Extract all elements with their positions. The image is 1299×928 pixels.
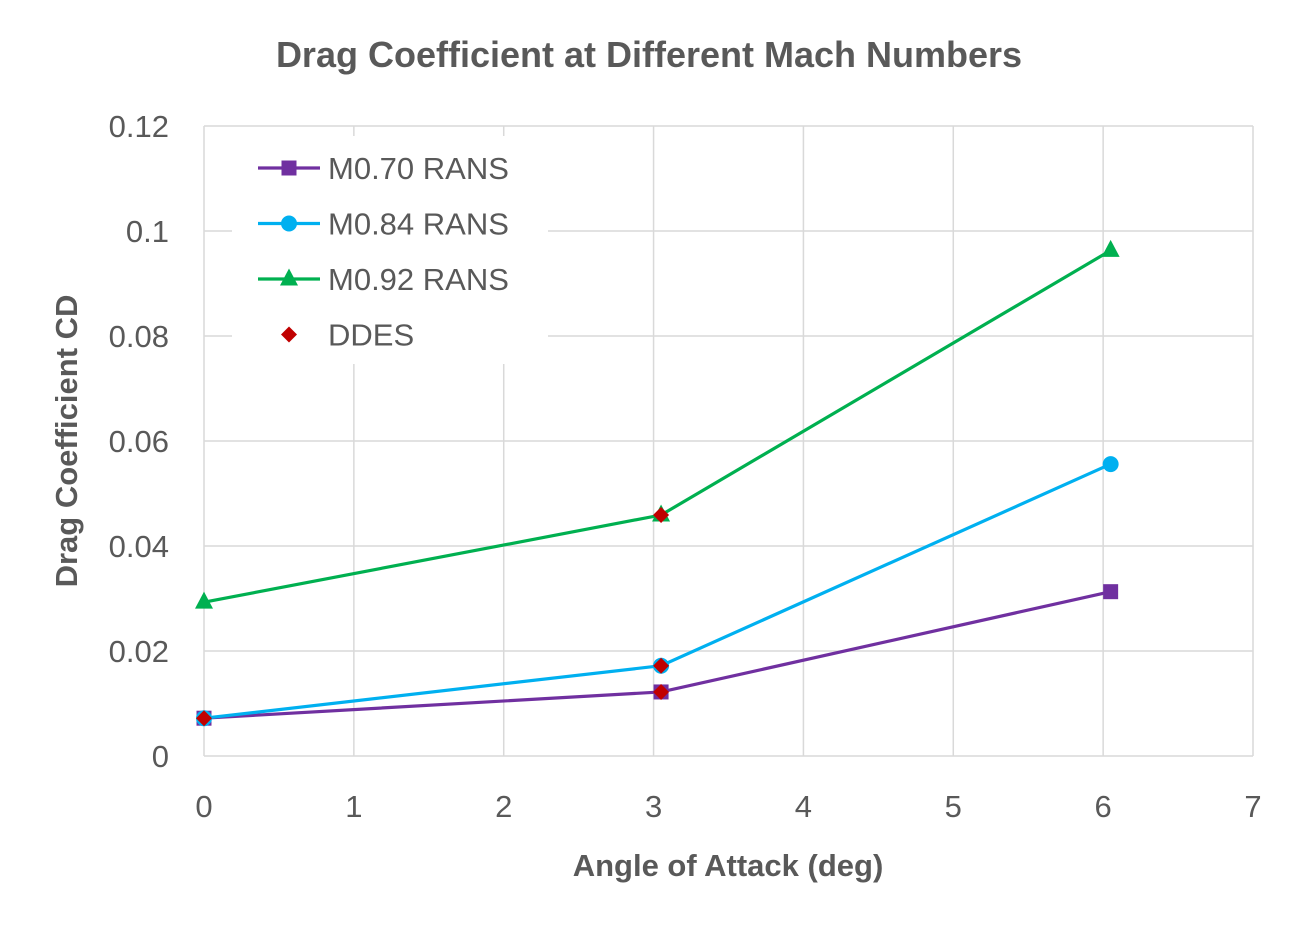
- data-point-diamond: [653, 657, 670, 674]
- tick-labels: 0 0.02 0.04 0.06 0.08 0.1 0.12 0 1 2 3 4 5 6 7: [109, 109, 1262, 824]
- data-point-diamond: [196, 710, 212, 727]
- data-point-square: [1103, 584, 1119, 600]
- x-tick-label: 6: [1095, 789, 1112, 824]
- x-tick-label: 0: [195, 789, 212, 824]
- y-tick-label: 0.06: [109, 424, 169, 459]
- legend-marker-diamond: [281, 326, 297, 343]
- x-axis-title: Angle of Attack (deg): [573, 848, 884, 883]
- series-ddes: [196, 507, 670, 727]
- legend-marker-circle: [281, 215, 297, 232]
- legend-label: M0.84 RANS: [328, 207, 509, 242]
- data-point-diamond: [653, 507, 670, 524]
- x-tick-label: 7: [1244, 789, 1261, 824]
- data-point-diamond: [653, 683, 670, 700]
- x-tick-label: 3: [645, 789, 662, 824]
- legend-item: M0.70 RANS: [258, 151, 509, 186]
- legend-item: M0.92 RANS: [258, 262, 509, 297]
- legend-item: M0.84 RANS: [258, 207, 509, 242]
- y-axis-title: Drag Coefficient CD: [49, 295, 84, 588]
- x-tick-label: 5: [945, 789, 962, 824]
- chart-title: Drag Coefficient at Different Mach Numbe…: [276, 34, 1022, 75]
- y-tick-label: 0.1: [126, 214, 169, 249]
- y-tick-label: 0: [152, 739, 169, 774]
- series-layer: [195, 239, 1120, 727]
- legend: M0.70 RANS M0.84 RANS M0.92 RANS DDES: [232, 136, 548, 364]
- x-tick-label: 1: [345, 789, 362, 824]
- data-point-triangle: [1101, 239, 1120, 257]
- y-tick-label: 0.02: [109, 634, 169, 669]
- series-line: [203, 462, 1112, 720]
- legend-label: M0.70 RANS: [328, 151, 509, 186]
- data-point-circle: [1102, 456, 1119, 473]
- legend-item: DDES: [281, 318, 414, 353]
- y-tick-label: 0.12: [109, 109, 169, 144]
- y-tick-label: 0.08: [109, 319, 169, 354]
- x-tick-label: 4: [795, 789, 812, 824]
- x-tick-label: 2: [495, 789, 512, 824]
- data-point-triangle: [195, 591, 213, 609]
- legend-marker-square: [281, 160, 297, 176]
- legend-label: M0.92 RANS: [328, 262, 509, 297]
- legend-label: DDES: [328, 318, 414, 353]
- y-tick-label: 0.04: [109, 529, 169, 564]
- legend-marker-triangle: [280, 268, 298, 286]
